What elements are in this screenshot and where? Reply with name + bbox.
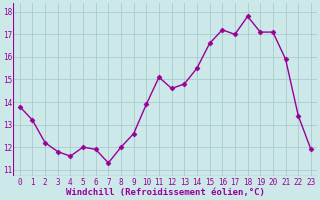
X-axis label: Windchill (Refroidissement éolien,°C): Windchill (Refroidissement éolien,°C) — [66, 188, 265, 197]
